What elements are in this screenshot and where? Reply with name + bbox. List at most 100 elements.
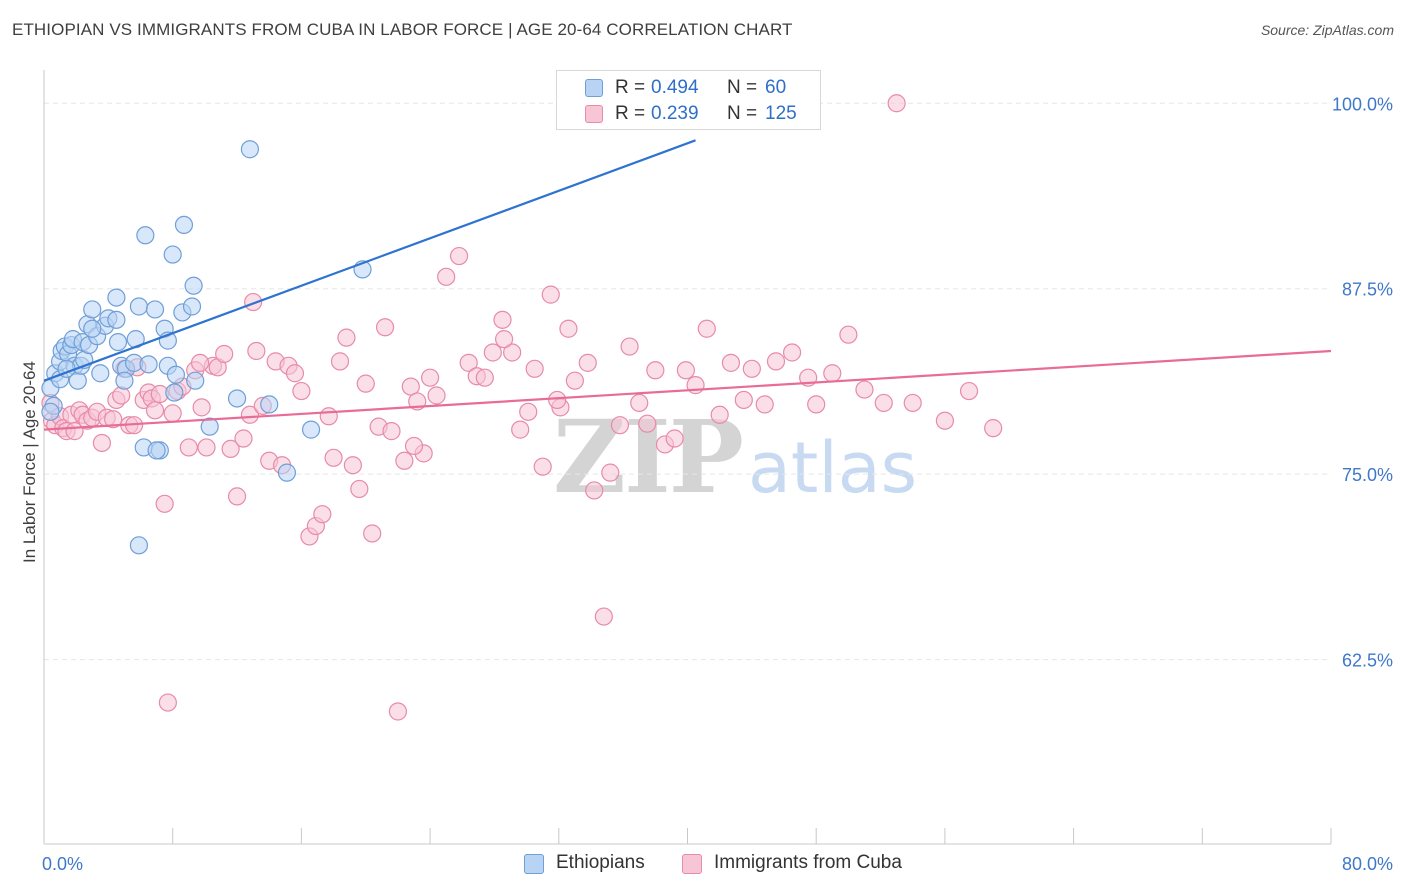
ethiopian-point	[107, 310, 126, 329]
trend-lines-layer	[43, 139, 1332, 431]
cuba-point	[734, 390, 753, 410]
legend-label: Ethiopians	[556, 852, 645, 873]
ethiopian-trend-line	[43, 139, 696, 382]
cuba-point	[437, 267, 456, 286]
cuba-point	[665, 429, 684, 448]
cuba-point	[874, 393, 893, 413]
ethiopian-point	[115, 371, 134, 390]
cuba-point	[782, 343, 802, 362]
ethiopian-point	[277, 463, 297, 482]
cuba-point	[755, 395, 774, 414]
ethiopian-point	[136, 226, 155, 245]
cuba-point	[503, 343, 522, 362]
cuba-point	[221, 439, 240, 459]
cuba-point	[766, 352, 786, 371]
cuba-point	[292, 381, 311, 401]
cuba-point	[548, 390, 567, 410]
cuba-point	[855, 380, 874, 399]
cuba-point	[382, 422, 401, 441]
cuba-point	[541, 285, 560, 304]
ethiopian-point	[260, 395, 279, 414]
y-tick-label: 75.0%	[1342, 465, 1393, 485]
cuba-point	[483, 343, 502, 362]
n-value: 60	[765, 77, 787, 98]
x-tick-label: 0.0%	[42, 854, 83, 874]
cuba-point	[610, 416, 630, 435]
blue-swatch	[524, 854, 544, 874]
cuba-point	[330, 352, 350, 371]
cuba-point	[525, 359, 544, 378]
cuba-point	[511, 420, 530, 439]
ethiopian-point	[182, 297, 202, 316]
cuba-point	[215, 344, 234, 364]
x-tick-label: 80.0%	[1342, 854, 1393, 874]
cuba-point	[324, 448, 343, 467]
cuba-point	[158, 693, 177, 712]
cuba-point	[697, 319, 716, 338]
ethiopian-point	[129, 536, 149, 555]
series-legend: Ethiopians Immigrants from Cuba	[0, 851, 1406, 877]
cuba-point	[427, 386, 446, 405]
cuba-points-layer	[41, 94, 1003, 721]
chart-title: ETHIOPIAN VS IMMIGRANTS FROM CUBA IN LAB…	[12, 20, 793, 39]
cuba-point	[887, 94, 906, 113]
cuba-point	[190, 353, 210, 372]
cuba-trend-line	[43, 349, 1332, 431]
cuba-point	[638, 414, 657, 433]
tick-labels-layer: 100.0% 87.5% 75.0% 62.5% 0.0% 80.0% In Labor F…	[20, 94, 1393, 874]
cuba-point	[601, 463, 620, 482]
cuba-point	[313, 505, 332, 524]
cuba-point	[459, 353, 478, 372]
cuba-point	[319, 407, 338, 426]
ethiopian-point	[200, 417, 219, 436]
ethiopian-point	[83, 319, 102, 338]
n-label: N =	[727, 77, 758, 98]
cuba-point	[495, 330, 514, 349]
cuba-point	[363, 524, 382, 543]
cuba-point	[112, 386, 131, 405]
ethiopian-point	[301, 420, 321, 439]
ethiopian-point	[147, 441, 166, 460]
ethiopian-point	[107, 288, 126, 307]
cuba-point	[155, 494, 174, 513]
ethiopian-point	[91, 364, 110, 383]
ethiopian-point	[83, 300, 102, 319]
ethiopian-point	[41, 402, 60, 421]
ethiopian-point	[186, 371, 205, 390]
cuba-point	[145, 401, 165, 420]
r-value: 0.239	[651, 103, 699, 124]
cuba-point	[935, 411, 955, 430]
cuba-point	[227, 487, 247, 506]
cuba-point	[807, 395, 826, 414]
cuba-point	[92, 433, 112, 453]
cuba-point	[493, 310, 512, 329]
pink-swatch	[682, 854, 702, 874]
cuba-point	[578, 353, 597, 372]
legend-label: Immigrants from Cuba	[714, 852, 902, 873]
ethiopian-point	[145, 300, 165, 319]
cuba-point	[620, 337, 639, 356]
y-axis-label: In Labor Force | Age 20-64	[20, 361, 39, 563]
cuba-point	[350, 479, 369, 499]
cuba-point	[163, 404, 182, 423]
cuba-point	[475, 368, 494, 387]
cuba-point	[395, 451, 414, 470]
cuba-point	[234, 429, 253, 448]
ethiopian-point	[163, 245, 182, 264]
cuba-point	[565, 371, 584, 390]
ethiopian-point	[165, 383, 184, 402]
n-label: N =	[727, 103, 758, 124]
cuba-point	[285, 364, 305, 383]
cuba-point	[179, 438, 198, 457]
cuba-point	[404, 436, 424, 456]
source-label: Source: ZipAtlas.com	[1260, 22, 1394, 38]
ethiopian-point	[108, 332, 128, 352]
cuba-point	[337, 328, 356, 347]
cuba-point	[646, 361, 665, 380]
ethiopian-point	[166, 365, 186, 384]
cuba-point	[421, 368, 440, 387]
r-label: R =	[615, 77, 646, 98]
cuba-point	[197, 438, 216, 457]
cuba-point	[903, 393, 922, 413]
cuba-point	[742, 359, 761, 378]
